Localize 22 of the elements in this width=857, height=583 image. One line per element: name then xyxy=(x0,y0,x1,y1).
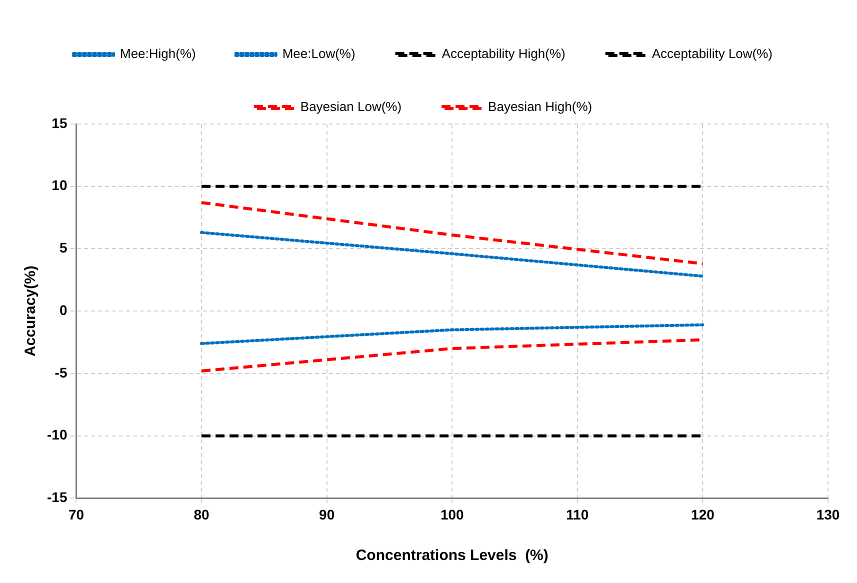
legend-label: Acceptability High(%) xyxy=(442,46,566,62)
x-tick-label: 90 xyxy=(319,506,335,522)
y-tick-label: 15 xyxy=(52,114,68,131)
legend-label: Mee:Low(%) xyxy=(282,46,356,62)
legend-label: Acceptability Low(%) xyxy=(652,46,773,62)
x-tick-label: 100 xyxy=(440,506,464,522)
legend-label: Bayesian Low(%) xyxy=(300,99,402,114)
y-tick-label: 0 xyxy=(59,302,68,318)
y-tick-label: -10 xyxy=(47,426,68,443)
x-tick-label: 120 xyxy=(691,506,715,522)
y-tick-label: -5 xyxy=(54,364,68,380)
y-tick-label: -15 xyxy=(47,489,68,506)
x-tick-label: 130 xyxy=(816,506,840,522)
y-tick-label: 5 xyxy=(59,240,68,256)
y-axis-title: Accuracy(%) xyxy=(22,266,40,357)
x-tick-label: 110 xyxy=(566,506,589,522)
y-tick-label: 10 xyxy=(52,177,68,194)
legend-label: Bayesian High(%) xyxy=(488,99,592,114)
legend-label: Mee:High(%) xyxy=(120,46,196,62)
x-tick-label: 80 xyxy=(194,506,210,522)
x-tick-label: 70 xyxy=(68,506,84,522)
x-axis-title: Concentrations Levels (%) xyxy=(356,547,548,564)
